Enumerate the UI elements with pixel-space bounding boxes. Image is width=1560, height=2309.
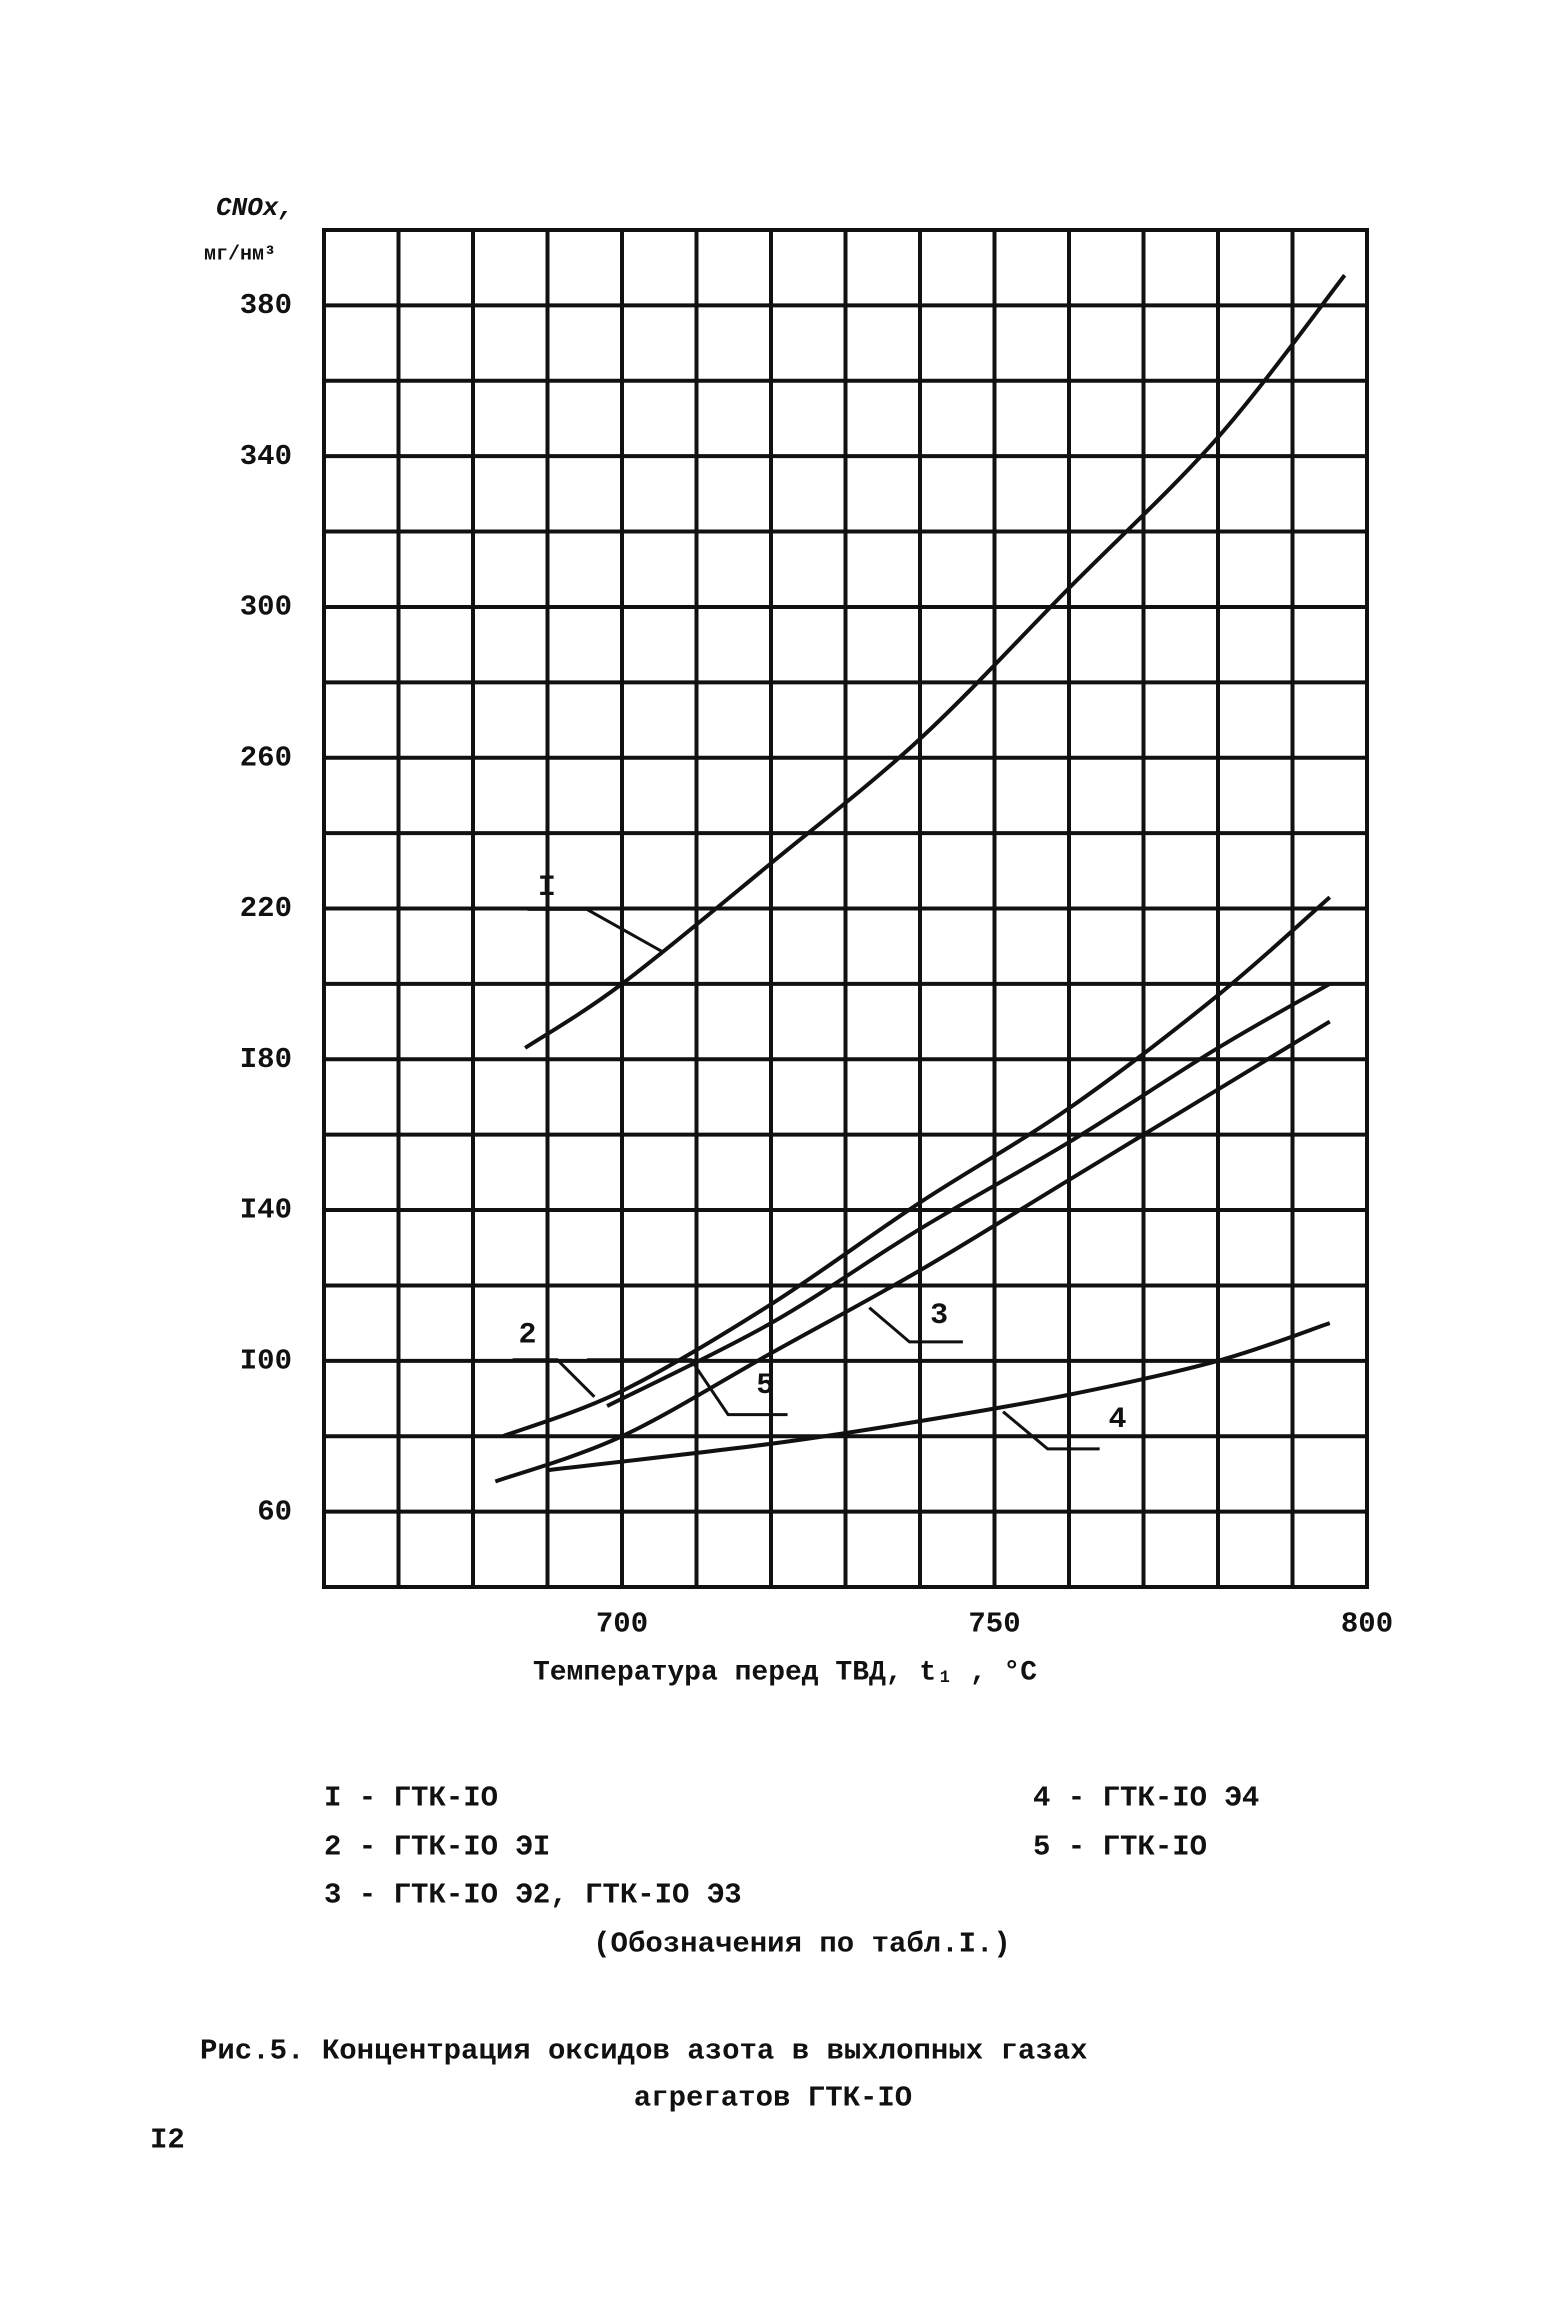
y-tick-label: I00 bbox=[240, 1344, 292, 1377]
y-tick-label: I40 bbox=[240, 1194, 292, 1227]
caption: агрегатов ГТК-IO bbox=[634, 2082, 912, 2115]
curve-label: 2 bbox=[519, 1318, 537, 1352]
curve-label: 4 bbox=[1108, 1403, 1126, 1437]
note: (Обозначения по табл.I.) bbox=[593, 1928, 1011, 1961]
y-tick-label: 220 bbox=[240, 892, 292, 925]
x-label: Температура перед ТВД, t₁ , °C bbox=[533, 1657, 1037, 1688]
y-tick-label: 300 bbox=[240, 591, 292, 624]
caption: Рис.5. Концентрация оксидов азота в выхл… bbox=[200, 2035, 1088, 2068]
legend-entry: 3 - ГТК-IO Э2, ГТК-IO Э3 bbox=[324, 1879, 742, 1912]
curve bbox=[502, 895, 1332, 1439]
leader-line bbox=[527, 907, 663, 953]
y-label: CNOx, bbox=[216, 193, 294, 223]
curve-label: 5 bbox=[756, 1369, 774, 1403]
y-tick-label: 60 bbox=[257, 1495, 292, 1528]
x-tick-label: 700 bbox=[596, 1608, 648, 1641]
curve-label: I bbox=[538, 871, 556, 905]
leader-line bbox=[868, 1306, 963, 1344]
y-tick-label: I80 bbox=[240, 1043, 292, 1076]
legend-entry: 2 - ГТК-IO ЭI bbox=[324, 1831, 550, 1864]
y-tick-label: 340 bbox=[240, 440, 292, 473]
curve bbox=[606, 982, 1331, 1408]
curve bbox=[524, 274, 1347, 1050]
y-tick-label: 380 bbox=[240, 289, 292, 322]
curve bbox=[547, 1321, 1331, 1473]
leader-line bbox=[1002, 1410, 1100, 1451]
curve bbox=[494, 1019, 1331, 1484]
y-label-unit: мг/нм³ bbox=[204, 243, 276, 266]
x-tick-label: 800 bbox=[1341, 1608, 1393, 1641]
legend-entry: 5 - ГТК-IO bbox=[1033, 1831, 1207, 1864]
legend-entry: 4 - ГТК-IO Э4 bbox=[1033, 1782, 1259, 1815]
x-tick-label: 750 bbox=[968, 1608, 1020, 1641]
y-tick-label: 260 bbox=[240, 741, 292, 774]
leader-line bbox=[512, 1358, 596, 1398]
curve-label: 3 bbox=[930, 1299, 948, 1333]
leader-line bbox=[586, 1358, 788, 1417]
legend-entry: I - ГТК-IO bbox=[324, 1782, 498, 1815]
page-number: I2 bbox=[150, 2124, 185, 2157]
